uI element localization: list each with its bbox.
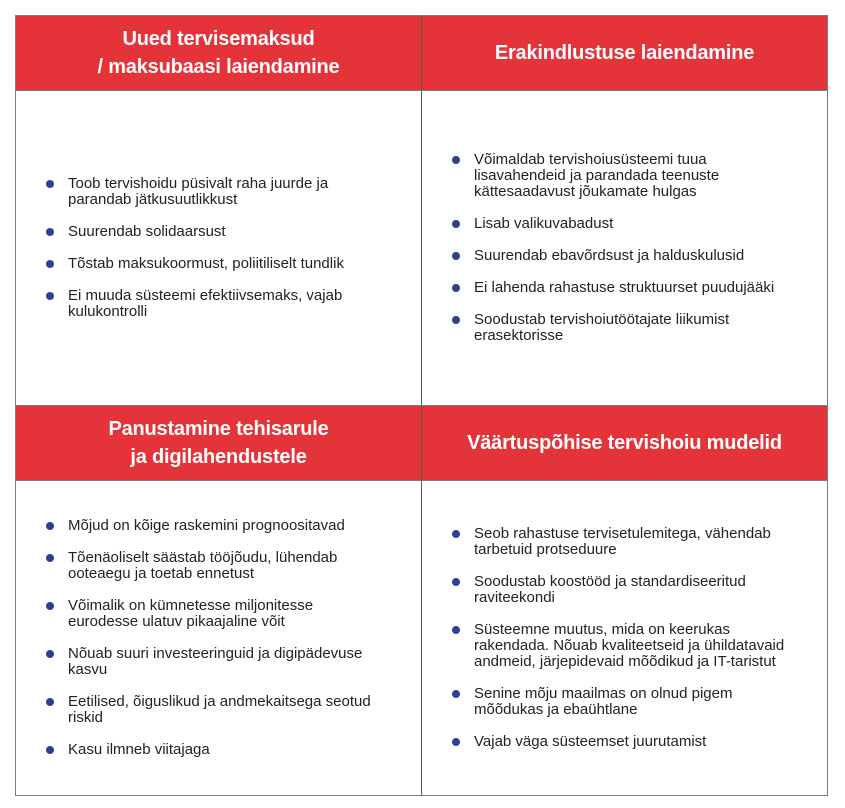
bullet-icon [46,698,54,706]
list-item-text: Suurendab solidaarsust [68,223,226,240]
bullet-icon [46,650,54,658]
cell-header-value-based: Väärtuspõhise tervishoiu mudelid [422,406,827,481]
bullet-icon [46,180,54,188]
list-item: Võimaldab tervishoiusüsteemi tuua lisava… [452,152,807,200]
bullet-icon [46,292,54,300]
list-item-text: Tõstab maksukoormust, poliitiliselt tund… [68,255,344,272]
list-item: Ei lahenda rahastuse struktuurset puuduj… [452,280,807,296]
list-item-text: Senine mõju maailmas on olnud pigem mõõd… [474,685,733,718]
bullet-icon [452,252,460,260]
bullet-icon [452,738,460,746]
bullet-list: Mõjud on kõige raskemini prognoositavad T… [46,518,401,758]
bullet-icon [46,746,54,754]
cell-body-insurance: Võimaldab tervishoiusüsteemi tuua lisava… [422,91,827,406]
cell-header-tax: Uued tervisemaksud / maksubaasi laiendam… [16,16,422,91]
list-item-text: Ei lahenda rahastuse struktuurset puuduj… [474,279,775,296]
bullet-list: Toob tervishoidu püsivalt raha juurde ja… [46,176,401,320]
bullet-icon [452,690,460,698]
list-item-text: Suurendab ebavõrdsust ja halduskulusid [474,247,745,264]
list-item-text: Vajab väga süsteemset juurutamist [474,733,707,750]
list-item: Mõjud on kõige raskemini prognoositavad [46,518,401,534]
comparison-grid: Uued tervisemaksud / maksubaasi laiendam… [15,15,828,796]
list-item-text: Tõenäoliselt säästab tööjõudu, lühendab … [68,549,338,582]
list-item: Võimalik on kümnetesse miljonitesse euro… [46,598,401,630]
bullet-icon [46,522,54,530]
list-item: Nõuab suuri investeeringuid ja digipädev… [46,646,401,678]
list-item: Vajab väga süsteemset juurutamist [452,734,807,750]
list-item: Lisab valikuvabadust [452,216,807,232]
list-item: Seob rahastuse tervisetulemitega, vähend… [452,526,807,558]
list-item: Toob tervishoidu püsivalt raha juurde ja… [46,176,401,208]
list-item: Senine mõju maailmas on olnud pigem mõõd… [452,686,807,718]
list-item: Kasu ilmneb viitajaga [46,742,401,758]
list-item-text: Nõuab suuri investeeringuid ja digipädev… [68,645,363,678]
bullet-list: Seob rahastuse tervisetulemitega, vähend… [452,526,807,750]
list-item-text: Võimaldab tervishoiusüsteemi tuua lisava… [474,151,720,200]
bullet-icon [452,156,460,164]
list-item: Süsteemne muutus, mida on keerukas raken… [452,622,807,670]
list-item-text: Soodustab koostööd ja standardiseeritud … [474,573,746,606]
list-item: Ei muuda süsteemi efektiivsemaks, vajab … [46,288,401,320]
list-item: Soodustab tervishoiutöötajate liikumist … [452,312,807,344]
bullet-icon [46,228,54,236]
list-item-text: Lisab valikuvabadust [474,215,614,232]
cell-header-insurance: Erakindlustuse laiendamine [422,16,827,91]
list-item: Suurendab ebavõrdsust ja halduskulusid [452,248,807,264]
cell-body-tax: Toob tervishoidu püsivalt raha juurde ja… [16,91,422,406]
list-item-text: Eetilised, õiguslikud ja andmekaitsega s… [68,693,371,726]
cell-header-ai: Panustamine tehisarule ja digilahenduste… [16,406,422,481]
list-item-text: Võimalik on kümnetesse miljonitesse euro… [68,597,314,630]
bullet-icon [452,578,460,586]
bullet-icon [46,554,54,562]
bullet-icon [46,602,54,610]
list-item: Tõenäoliselt säästab tööjõudu, lühendab … [46,550,401,582]
list-item-text: Süsteemne muutus, mida on keerukas raken… [474,621,785,670]
bullet-icon [452,220,460,228]
list-item-text: Soodustab tervishoiutöötajate liikumist … [474,311,730,344]
list-item-text: Ei muuda süsteemi efektiivsemaks, vajab … [68,287,343,320]
bullet-icon [452,530,460,538]
list-item: Soodustab koostööd ja standardiseeritud … [452,574,807,606]
cell-body-value-based: Seob rahastuse tervisetulemitega, vähend… [422,481,827,795]
bullet-icon [452,626,460,634]
bullet-icon [452,316,460,324]
bullet-list: Võimaldab tervishoiusüsteemi tuua lisava… [452,152,807,344]
list-item-text: Seob rahastuse tervisetulemitega, vähend… [474,525,771,558]
bullet-icon [46,260,54,268]
list-item-text: Kasu ilmneb viitajaga [68,741,210,758]
list-item: Suurendab solidaarsust [46,224,401,240]
list-item-text: Mõjud on kõige raskemini prognoositavad [68,517,345,534]
cell-body-ai: Mõjud on kõige raskemini prognoositavad T… [16,481,422,795]
list-item: Tõstab maksukoormust, poliitiliselt tund… [46,256,401,272]
list-item-text: Toob tervishoidu püsivalt raha juurde ja… [68,175,329,208]
list-item: Eetilised, õiguslikud ja andmekaitsega s… [46,694,401,726]
bullet-icon [452,284,460,292]
